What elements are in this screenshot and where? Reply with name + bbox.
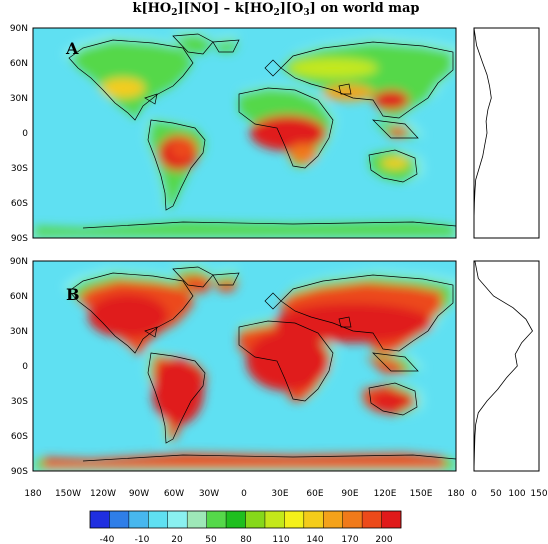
colorbar-swatch (303, 511, 324, 528)
lon-tick: 150W (55, 489, 81, 499)
colorbar-label: 50 (205, 535, 217, 544)
lat-tick: 30S (11, 397, 28, 407)
lon-tick: 120W (90, 489, 116, 499)
lon-tick: 0 (241, 489, 247, 499)
colorbar-label: 140 (306, 535, 323, 544)
map-panel-a (32, 27, 457, 239)
colorbar (89, 510, 402, 529)
colorbar-label: 80 (240, 535, 252, 544)
lat-tick: 60S (11, 432, 28, 442)
colorbar-swatch (381, 511, 402, 528)
colorbar-swatch (362, 511, 382, 528)
lat-tick: 0 (22, 362, 28, 372)
lat-tick: 90S (11, 234, 28, 244)
lon-tick: 90E (341, 489, 358, 499)
colorbar-swatch (284, 511, 305, 528)
lat-tick: 60N (10, 292, 28, 302)
lat-tick: 30S (11, 164, 28, 174)
lat-tick: 60N (10, 59, 28, 69)
profile-line-b (473, 260, 533, 472)
colorbar-label: 110 (272, 535, 289, 544)
colorbar-swatch (128, 511, 149, 528)
colorbar-label: 200 (375, 535, 392, 544)
lat-tick: 90S (11, 467, 28, 477)
lat-tick: 60S (11, 199, 28, 209)
profile-tick: 50 (490, 489, 502, 499)
colorbar-swatch (245, 511, 266, 528)
lat-tick: 90N (10, 24, 28, 34)
profile-axis: 0 50 100 150 (471, 489, 548, 499)
colorbar-swatch (90, 511, 110, 528)
colorbar-swatch (187, 511, 207, 528)
colorbar-labels: -40 -10 20 50 80 110 140 170 200 (100, 535, 393, 544)
lon-tick: 90W (129, 489, 149, 499)
lat-tick: 0 (22, 129, 28, 139)
panel-label-a: A (65, 39, 79, 58)
colorbar-swatch (109, 511, 130, 528)
lat-tick: 90N (10, 257, 28, 267)
lon-tick: 60W (164, 489, 184, 499)
colorbar-swatch (226, 511, 246, 528)
lon-tick: 120E (374, 489, 397, 499)
lat-tick: 30N (10, 94, 28, 104)
colorbar-swatch (148, 511, 169, 528)
profile-line-a (473, 27, 492, 238)
colorbar-swatch (206, 511, 227, 528)
lon-axis: 180 150W 120W 90W 60W 30W 0 30E 60E 90E … (24, 489, 464, 499)
lon-tick: 60E (306, 489, 323, 499)
lon-tick: 180 (447, 489, 464, 499)
colorbar-swatch (323, 511, 343, 528)
profile-panel-a (473, 27, 540, 239)
colorbar-label: 170 (341, 535, 358, 544)
map-panel-b (32, 260, 457, 472)
figure-title: k[HO2][NO] – k[HO2][O3] on world map (132, 1, 419, 18)
lat-axis-b: 90N 60N 30N 0 30S 60S 90S (10, 257, 28, 477)
colorbar-swatch (342, 511, 363, 528)
lat-axis-a: 90N 60N 30N 0 30S 60S 90S (10, 24, 28, 244)
colorbar-swatch (167, 511, 188, 528)
profile-tick: 0 (471, 489, 477, 499)
lon-tick: 180 (24, 489, 41, 499)
colorbar-label: -10 (135, 535, 150, 544)
lon-tick: 30E (271, 489, 288, 499)
colorbar-swatch (264, 511, 285, 528)
profile-tick: 100 (508, 489, 525, 499)
panel-label-b: B (66, 285, 80, 304)
profile-tick: 150 (530, 489, 547, 499)
colorbar-label: 20 (171, 535, 183, 544)
colorbar-label: -40 (100, 535, 115, 544)
lat-tick: 30N (10, 327, 28, 337)
profile-panel-b (473, 260, 540, 472)
lon-tick: 30W (199, 489, 219, 499)
lon-tick: 150E (410, 489, 433, 499)
